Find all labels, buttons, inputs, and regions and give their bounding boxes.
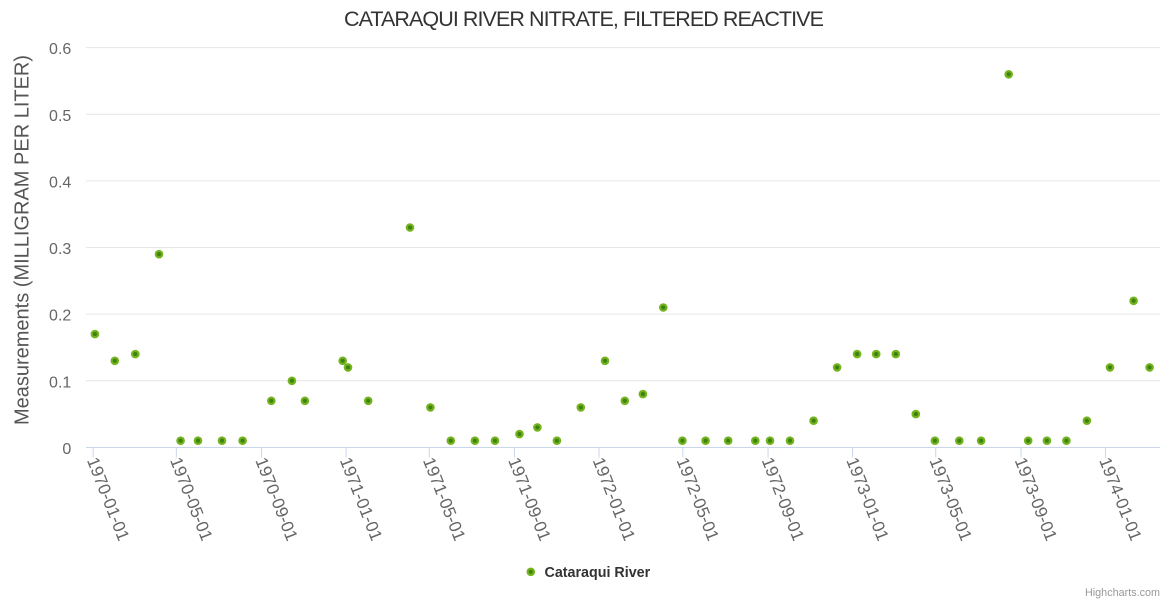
svg-text:0.2: 0.2 bbox=[49, 308, 71, 325]
svg-text:0.5: 0.5 bbox=[49, 108, 71, 125]
svg-text:0.6: 0.6 bbox=[49, 41, 71, 58]
svg-text:CATARAQUI RIVER NITRATE, FILTE: CATARAQUI RIVER NITRATE, FILTERED REACTI… bbox=[344, 7, 824, 31]
svg-text:Highcharts.com: Highcharts.com bbox=[1085, 587, 1160, 599]
svg-text:0.1: 0.1 bbox=[49, 374, 71, 391]
svg-text:Cataraqui River: Cataraqui River bbox=[545, 565, 651, 581]
svg-text:0.3: 0.3 bbox=[49, 241, 71, 258]
svg-text:0.4: 0.4 bbox=[49, 175, 71, 192]
svg-text:0: 0 bbox=[62, 441, 71, 458]
svg-text:Measurements (MILLIGRAM PER LI: Measurements (MILLIGRAM PER LITER) bbox=[12, 55, 34, 425]
